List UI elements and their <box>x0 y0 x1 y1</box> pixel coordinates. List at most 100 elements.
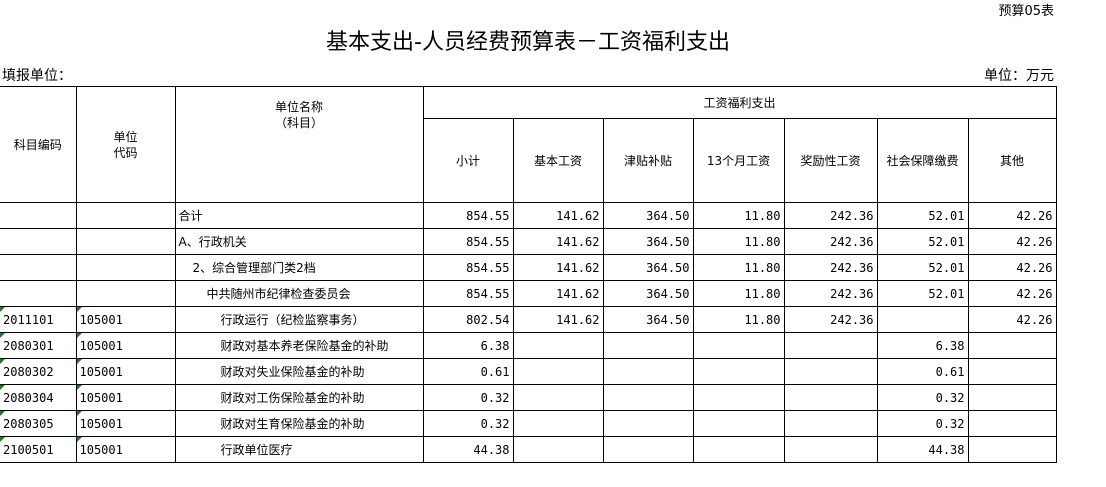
cell-value[interactable]: 242.36 <box>783 228 878 255</box>
cell-unit-code[interactable] <box>75 202 176 229</box>
cell-name[interactable]: 财政对基本养老保险基金的补助 <box>174 332 424 359</box>
cell-value[interactable] <box>783 384 878 411</box>
cell-unit-code[interactable]: 105001 <box>75 410 176 437</box>
cell-value[interactable]: 42.26 <box>967 228 1057 255</box>
cell-value[interactable] <box>692 358 785 385</box>
cell-code[interactable]: 2080302 <box>0 358 77 385</box>
cell-value[interactable] <box>512 384 604 411</box>
cell-value[interactable]: 141.62 <box>512 280 604 307</box>
cell-value[interactable]: 11.80 <box>692 254 785 281</box>
cell-value[interactable]: 364.50 <box>602 254 694 281</box>
cell-code[interactable] <box>0 202 77 229</box>
cell-value[interactable]: 364.50 <box>602 228 694 255</box>
cell-value[interactable]: 52.01 <box>876 280 969 307</box>
cell-unit-code[interactable]: 105001 <box>75 332 176 359</box>
cell-value[interactable]: 6.38 <box>422 332 514 359</box>
cell-code[interactable]: 2100501 <box>0 436 77 463</box>
cell-value[interactable]: 364.50 <box>602 306 694 333</box>
cell-unit-code[interactable]: 105001 <box>75 436 176 463</box>
cell-value[interactable]: 242.36 <box>783 254 878 281</box>
cell-value[interactable]: 854.55 <box>422 202 514 229</box>
cell-value[interactable]: 242.36 <box>783 202 878 229</box>
cell-value[interactable]: 42.26 <box>967 306 1057 333</box>
cell-value[interactable]: 42.26 <box>967 254 1057 281</box>
cell-value[interactable] <box>783 410 878 437</box>
cell-code[interactable] <box>0 254 77 281</box>
cell-code[interactable]: 2080304 <box>0 384 77 411</box>
cell-value[interactable]: 6.38 <box>876 332 969 359</box>
cell-value[interactable] <box>967 410 1057 437</box>
cell-value[interactable] <box>967 332 1057 359</box>
cell-value[interactable]: 0.32 <box>422 410 514 437</box>
cell-value[interactable] <box>602 384 694 411</box>
cell-value[interactable]: 44.38 <box>876 436 969 463</box>
cell-name[interactable]: 财政对失业保险基金的补助 <box>174 358 424 385</box>
cell-value[interactable] <box>602 358 694 385</box>
cell-code[interactable] <box>0 228 77 255</box>
cell-value[interactable] <box>602 410 694 437</box>
cell-value[interactable] <box>602 436 694 463</box>
cell-name[interactable]: 合计 <box>174 202 424 229</box>
cell-code[interactable]: 2080305 <box>0 410 77 437</box>
cell-name[interactable]: 2、综合管理部门类2档 <box>174 254 424 281</box>
cell-value[interactable] <box>783 358 878 385</box>
cell-unit-code[interactable] <box>75 228 176 255</box>
cell-value[interactable]: 11.80 <box>692 228 785 255</box>
cell-value[interactable]: 52.01 <box>876 228 969 255</box>
cell-value[interactable]: 0.61 <box>422 358 514 385</box>
cell-code[interactable]: 2080301 <box>0 332 77 359</box>
cell-value[interactable] <box>512 410 604 437</box>
cell-value[interactable]: 0.32 <box>422 384 514 411</box>
cell-value[interactable]: 854.55 <box>422 228 514 255</box>
cell-value[interactable]: 364.50 <box>602 202 694 229</box>
cell-value[interactable]: 42.26 <box>967 280 1057 307</box>
cell-value[interactable] <box>967 384 1057 411</box>
cell-value[interactable]: 0.32 <box>876 410 969 437</box>
cell-value[interactable]: 141.62 <box>512 254 604 281</box>
cell-code[interactable] <box>0 280 77 307</box>
cell-name[interactable]: 行政运行（纪检监察事务） <box>174 306 424 333</box>
cell-value[interactable]: 854.55 <box>422 280 514 307</box>
cell-code[interactable]: 2011101 <box>0 306 77 333</box>
cell-value[interactable] <box>692 384 785 411</box>
cell-unit-code[interactable] <box>75 280 176 307</box>
cell-value[interactable]: 141.62 <box>512 202 604 229</box>
cell-value[interactable]: 141.62 <box>512 306 604 333</box>
cell-value[interactable] <box>692 436 785 463</box>
cell-value[interactable]: 11.80 <box>692 280 785 307</box>
cell-unit-code[interactable] <box>75 254 176 281</box>
cell-name[interactable]: 中共随州市纪律检查委员会 <box>174 280 424 307</box>
cell-value[interactable]: 52.01 <box>876 254 969 281</box>
cell-value[interactable]: 854.55 <box>422 254 514 281</box>
cell-value[interactable] <box>512 436 604 463</box>
cell-value[interactable] <box>692 332 785 359</box>
cell-unit-code[interactable]: 105001 <box>75 306 176 333</box>
cell-value[interactable]: 0.32 <box>876 384 969 411</box>
cell-value[interactable] <box>783 436 878 463</box>
cell-value[interactable]: 11.80 <box>692 306 785 333</box>
cell-value[interactable] <box>967 436 1057 463</box>
cell-unit-code[interactable]: 105001 <box>75 384 176 411</box>
cell-name[interactable]: 财政对生育保险基金的补助 <box>174 410 424 437</box>
cell-value[interactable] <box>783 332 878 359</box>
cell-value[interactable]: 242.36 <box>783 306 878 333</box>
cell-value[interactable] <box>512 358 604 385</box>
cell-value[interactable]: 242.36 <box>783 280 878 307</box>
cell-value[interactable]: 802.54 <box>422 306 514 333</box>
cell-name[interactable]: A、行政机关 <box>174 228 424 255</box>
cell-value[interactable]: 52.01 <box>876 202 969 229</box>
cell-value[interactable] <box>967 358 1057 385</box>
cell-name[interactable]: 财政对工伤保险基金的补助 <box>174 384 424 411</box>
cell-value[interactable] <box>602 332 694 359</box>
cell-value[interactable]: 364.50 <box>602 280 694 307</box>
cell-value[interactable] <box>876 306 969 333</box>
cell-unit-code[interactable]: 105001 <box>75 358 176 385</box>
cell-name[interactable]: 行政单位医疗 <box>174 436 424 463</box>
cell-value[interactable]: 0.61 <box>876 358 969 385</box>
cell-value[interactable]: 42.26 <box>967 202 1057 229</box>
cell-value[interactable]: 11.80 <box>692 202 785 229</box>
cell-value[interactable] <box>512 332 604 359</box>
cell-value[interactable]: 44.38 <box>422 436 514 463</box>
cell-value[interactable]: 141.62 <box>512 228 604 255</box>
cell-value[interactable] <box>692 410 785 437</box>
